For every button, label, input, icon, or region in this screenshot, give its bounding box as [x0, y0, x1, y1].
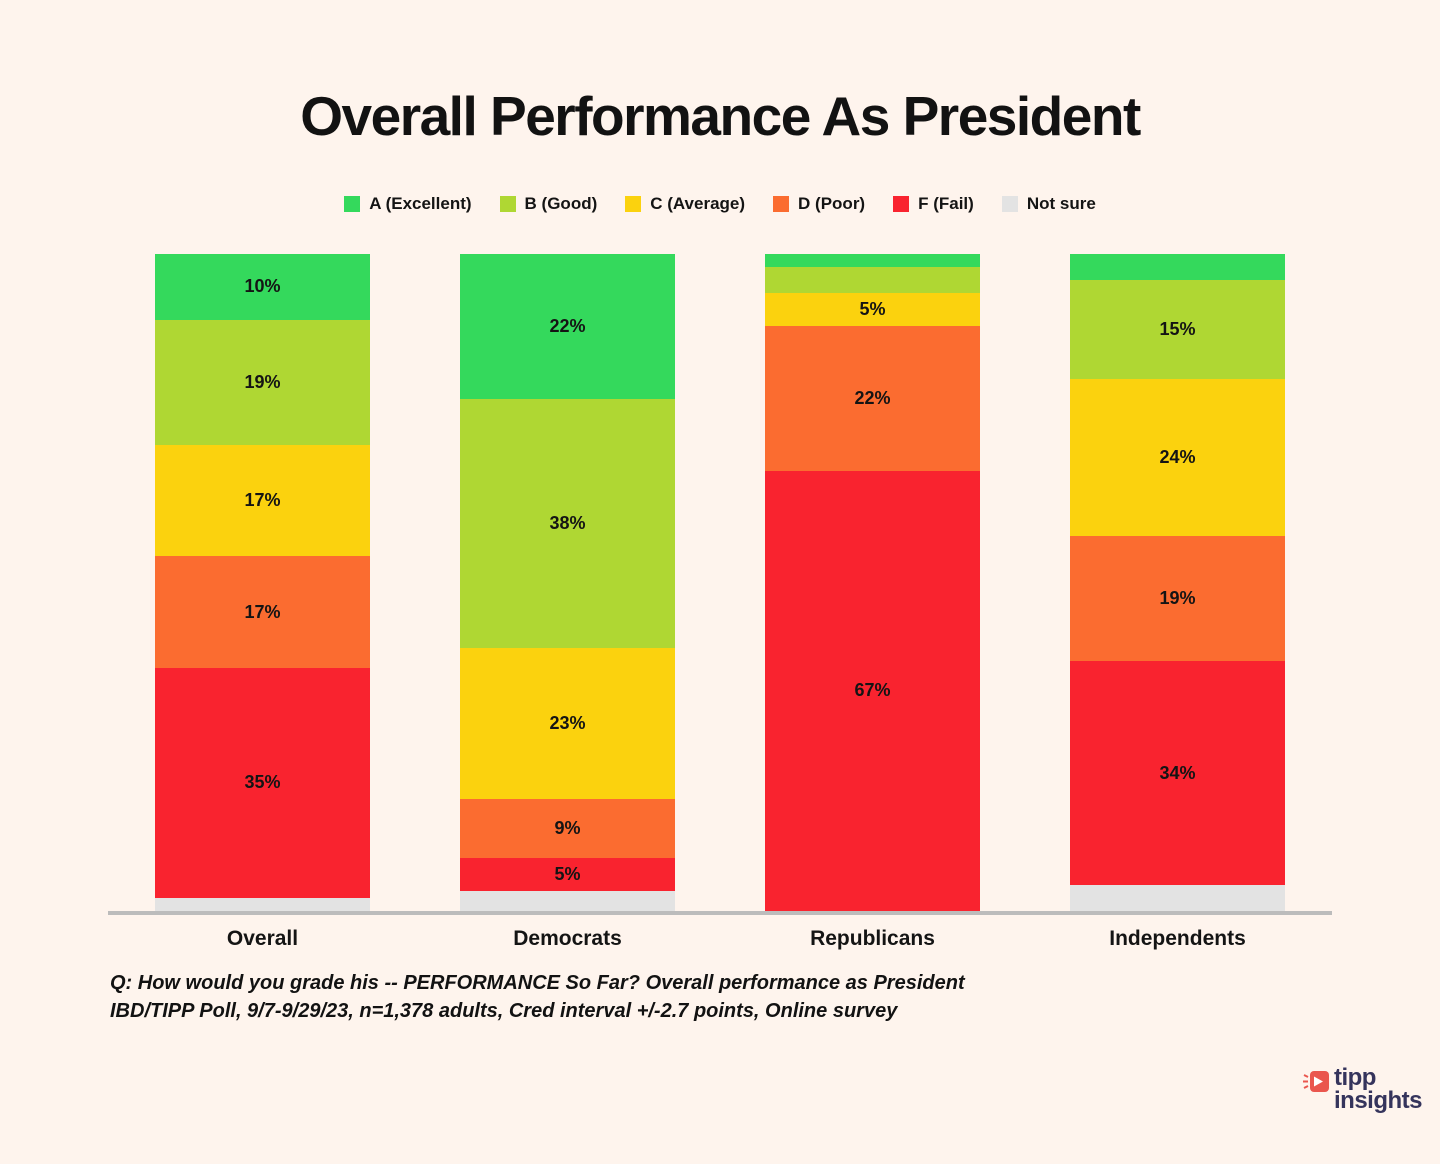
bar-segment: 17%: [155, 444, 370, 557]
bars-row: 10% 19% 17% 17% 35% 22% 38% 23% 9% 5% 5% 22% 67% 15% 2…: [110, 254, 1330, 911]
legend-swatch-icon: [1001, 196, 1018, 212]
bar-segment: 19%: [1070, 536, 1285, 662]
bar-segment: [1070, 254, 1285, 281]
legend-label: C (Average): [650, 194, 746, 213]
bar-segment: 9%: [460, 799, 675, 859]
chart-title: Overall Performance As President: [300, 85, 1141, 147]
legend-swatch-icon: [625, 196, 642, 212]
logo-word-insights: insights: [1333, 1087, 1423, 1114]
bar-segment: 5%: [460, 858, 675, 892]
logo-word-tipp: tipp: [1333, 1064, 1376, 1091]
tipp-insights-logo: tipp insights: [1302, 1064, 1423, 1114]
bar-segment: [1070, 884, 1285, 911]
bar-segment: [765, 267, 980, 294]
x-axis-line: [108, 911, 1332, 915]
stacked-bar-independents: 15% 24% 19% 34%: [1070, 254, 1285, 911]
bar-segment: 5%: [765, 293, 980, 327]
legend-item: D (Poor): [773, 194, 865, 214]
bar-segment: [765, 254, 980, 268]
footnote: Q: How would you grade his -- PERFORMANC…: [110, 969, 1440, 1025]
bar-segment: 22%: [460, 254, 675, 399]
legend-item: A (Excellent): [344, 194, 472, 214]
bar-column: 15% 24% 19% 34%: [1025, 254, 1330, 911]
stacked-bar-democrats: 22% 38% 23% 9% 5%: [460, 254, 675, 911]
legend-label: A (Excellent): [369, 194, 472, 213]
category-label: Independents: [1109, 927, 1246, 950]
bar-segment: 10%: [155, 254, 370, 320]
bar-segment: 38%: [460, 398, 675, 649]
legend-item: C (Average): [625, 194, 745, 214]
category-label: Republicans: [810, 927, 935, 950]
bar-segment: [460, 891, 675, 911]
legend-swatch-icon: [344, 196, 361, 212]
bar-segment: 22%: [765, 326, 980, 471]
legend-label: F (Fail): [918, 194, 974, 213]
bar-segment: 24%: [1070, 378, 1285, 537]
bar-column: 22% 38% 23% 9% 5%: [415, 254, 720, 911]
bar-segment: 35%: [155, 667, 370, 898]
bar-segment: 67%: [765, 470, 980, 911]
legend: A (Excellent) B (Good) C (Average) D (Poor)…: [0, 194, 1440, 214]
legend-item: Not sure: [1001, 194, 1096, 214]
category-label: Overall: [226, 927, 299, 950]
bar-segment: 15%: [1070, 280, 1285, 379]
bar-segment: 19%: [155, 319, 370, 445]
bar-segment: 17%: [155, 556, 370, 668]
legend-item: B (Good): [499, 194, 598, 214]
stacked-bar-republicans: 5% 22% 67%: [765, 254, 980, 911]
bar-segment: [155, 897, 370, 911]
legend-item: F (Fail): [893, 194, 974, 214]
category-label: Democrats: [513, 927, 622, 950]
stacked-bar-overall: 10% 19% 17% 17% 35%: [155, 254, 370, 911]
bar-segment: 34%: [1070, 661, 1285, 885]
bar-column: 5% 22% 67%: [720, 254, 1025, 911]
footnote-methodology: IBD/TIPP Poll, 9/7-9/29/23, n=1,378 adul…: [110, 1000, 898, 1022]
logo-arrow-icon: [1302, 1071, 1329, 1092]
bar-column: 10% 19% 17% 17% 35%: [110, 254, 415, 911]
bar-segment: 23%: [460, 648, 675, 800]
plot-area: 10% 19% 17% 17% 35% 22% 38% 23% 9% 5% 5% 22% 67% 15% 2…: [108, 254, 1332, 951]
legend-label: D (Poor): [798, 194, 866, 213]
footnote-question: Q: How would you grade his -- PERFORMANC…: [110, 972, 965, 994]
legend-swatch-icon: [893, 196, 910, 212]
category-labels-row: Overall Democrats Republicans Independents: [110, 927, 1330, 951]
legend-swatch-icon: [773, 196, 790, 212]
legend-swatch-icon: [499, 196, 516, 212]
legend-label: B (Good): [524, 194, 598, 213]
legend-label: Not sure: [1026, 194, 1096, 213]
